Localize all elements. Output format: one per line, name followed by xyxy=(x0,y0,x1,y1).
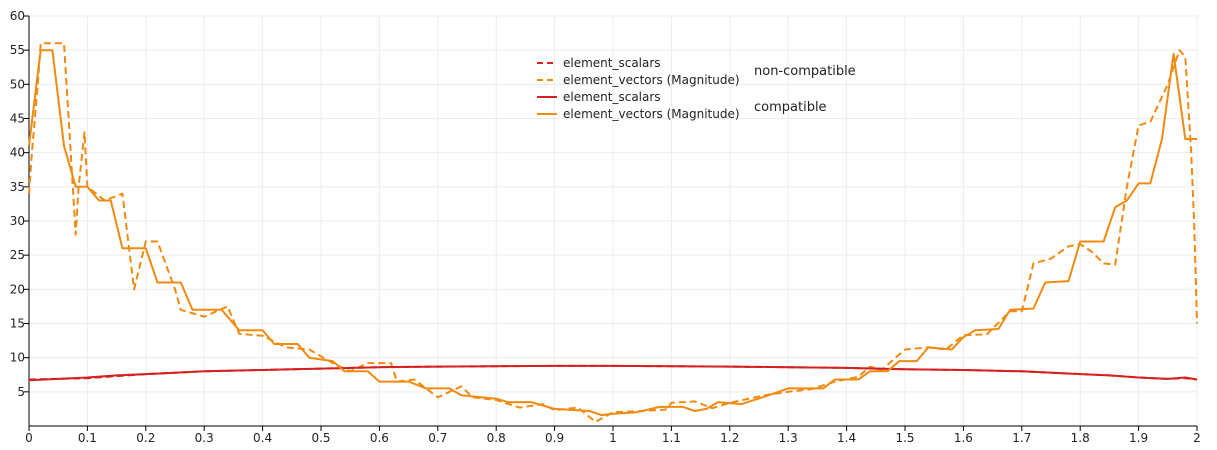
y-tick-label: 45 xyxy=(10,112,25,126)
legend-entry: element_vectors (Magnitude) xyxy=(537,73,740,87)
legend: element_scalars element_vectors (Magnitu… xyxy=(537,56,856,121)
legend-group-label: compatible xyxy=(754,100,827,115)
x-tick-label: 1.2 xyxy=(720,431,739,445)
x-tick-label: 1.6 xyxy=(954,431,973,445)
y-tick-label: 60 xyxy=(10,9,25,23)
x-tick-label: 1.7 xyxy=(1012,431,1031,445)
x-tick-label: 1.3 xyxy=(779,431,798,445)
x-tick-label: 1.1 xyxy=(662,431,681,445)
y-tick-label: 20 xyxy=(10,282,25,296)
x-tick-label: 0.9 xyxy=(545,431,564,445)
legend-entry: element_scalars xyxy=(537,56,661,70)
y-tick-label: 40 xyxy=(10,146,25,160)
x-tick-label: 0.1 xyxy=(78,431,97,445)
y-tick-label: 35 xyxy=(10,180,25,194)
legend-label: element_vectors (Magnitude) xyxy=(563,107,740,121)
x-tick-label: 0.7 xyxy=(428,431,447,445)
y-tick-label: 50 xyxy=(10,77,25,91)
y-tick-label: 25 xyxy=(10,248,25,262)
legend-label: element_vectors (Magnitude) xyxy=(563,73,740,87)
legend-group-label: non-compatible xyxy=(754,64,856,79)
x-tick-label: 1.8 xyxy=(1071,431,1090,445)
x-tick-label: 1.4 xyxy=(837,431,856,445)
grid xyxy=(28,15,1198,426)
x-tick-label: 1.9 xyxy=(1129,431,1148,445)
x-tick-label: 0.2 xyxy=(136,431,155,445)
x-tick-label: 2 xyxy=(1193,431,1201,445)
x-tick-label: 0.8 xyxy=(487,431,506,445)
y-ticks: 5 10 15 20 25 30 35 40 45 50 55 60 xyxy=(10,9,29,399)
x-tick-label: 0.5 xyxy=(311,431,330,445)
series-line-compatible-element-vectors xyxy=(28,49,1197,417)
y-tick-label: 55 xyxy=(10,43,25,57)
legend-label: element_scalars xyxy=(563,56,661,70)
x-tick-label: 1.5 xyxy=(895,431,914,445)
x-tick-label: 0.4 xyxy=(253,431,272,445)
legend-entry: element_scalars xyxy=(537,90,661,104)
x-tick-label: 0.3 xyxy=(195,431,214,445)
y-tick-label: 5 xyxy=(17,385,25,399)
x-ticks: 0 0.1 0.2 0.3 0.4 0.5 0.6 0.7 0.8 0.9 1 1.1 1.2 1.3 1.… xyxy=(25,426,1201,445)
y-tick-label: 10 xyxy=(10,351,25,365)
series-line-non-compatible-element-vectors xyxy=(28,42,1198,423)
legend-label: element_scalars xyxy=(563,90,661,104)
x-tick-label: 0.6 xyxy=(370,431,389,445)
y-tick-label: 15 xyxy=(10,317,25,331)
series xyxy=(28,42,1198,423)
x-tick-label: 1 xyxy=(609,431,617,445)
y-tick-label: 30 xyxy=(10,214,25,228)
legend-entry: element_vectors (Magnitude) xyxy=(537,107,740,121)
series-line-compatible-element-scalars xyxy=(28,364,1198,382)
x-tick-label: 0 xyxy=(25,431,33,445)
